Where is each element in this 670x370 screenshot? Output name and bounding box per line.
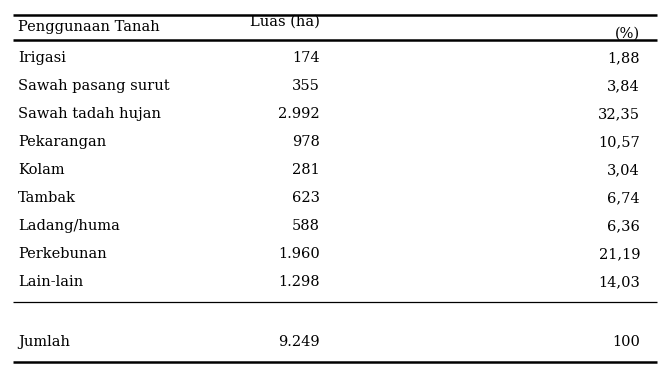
Text: 281: 281 <box>292 163 320 177</box>
Text: 10,57: 10,57 <box>598 135 640 149</box>
Text: Luas (ha): Luas (ha) <box>250 14 320 28</box>
Text: 1,88: 1,88 <box>608 51 640 65</box>
Text: 3,84: 3,84 <box>607 79 640 93</box>
Text: 1.960: 1.960 <box>278 247 320 261</box>
Text: Lain-lain: Lain-lain <box>18 275 83 289</box>
Text: Pekarangan: Pekarangan <box>18 135 107 149</box>
Text: 623: 623 <box>292 191 320 205</box>
Text: 32,35: 32,35 <box>598 107 640 121</box>
Text: 9.249: 9.249 <box>278 335 320 349</box>
Text: 1.298: 1.298 <box>278 275 320 289</box>
Text: 355: 355 <box>292 79 320 93</box>
Text: Sawah tadah hujan: Sawah tadah hujan <box>18 107 161 121</box>
Text: 6,36: 6,36 <box>607 219 640 233</box>
Text: Jumlah: Jumlah <box>18 335 70 349</box>
Text: 3,04: 3,04 <box>607 163 640 177</box>
Text: 588: 588 <box>292 219 320 233</box>
Text: 100: 100 <box>612 335 640 349</box>
Text: 978: 978 <box>292 135 320 149</box>
Text: Sawah pasang surut: Sawah pasang surut <box>18 79 170 93</box>
Text: 21,19: 21,19 <box>598 247 640 261</box>
Text: (%): (%) <box>615 27 640 40</box>
Text: 14,03: 14,03 <box>598 275 640 289</box>
Text: Perkebunan: Perkebunan <box>18 247 107 261</box>
Text: Ladang/huma: Ladang/huma <box>18 219 120 233</box>
Text: 6,74: 6,74 <box>608 191 640 205</box>
Text: Kolam: Kolam <box>18 163 64 177</box>
Text: Irigasi: Irigasi <box>18 51 66 65</box>
Text: 2.992: 2.992 <box>278 107 320 121</box>
Text: Penggunaan Tanah: Penggunaan Tanah <box>18 20 159 34</box>
Text: 174: 174 <box>292 51 320 65</box>
Text: Tambak: Tambak <box>18 191 76 205</box>
